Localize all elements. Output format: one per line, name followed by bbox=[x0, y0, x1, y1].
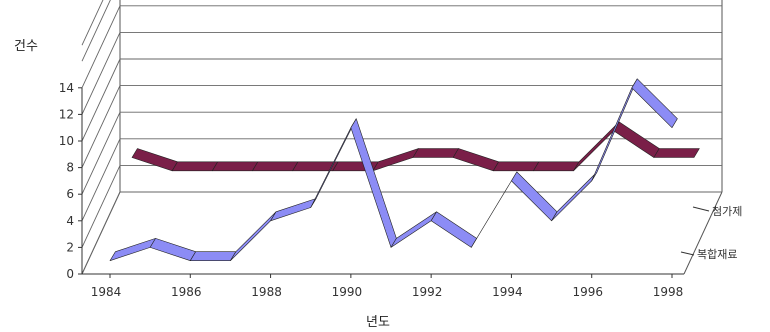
ribbon-segment-composite bbox=[430, 211, 477, 248]
series-additive-ribbon bbox=[131, 121, 700, 172]
grid-line bbox=[81, 191, 121, 275]
x-tick-label: 1998 bbox=[653, 285, 684, 299]
grid-line bbox=[81, 85, 121, 168]
ribbon-segment-composite bbox=[230, 211, 277, 261]
axes bbox=[81, 87, 684, 275]
y-tick-labels: 0 2 4 6 8 10 12 14 bbox=[59, 81, 82, 281]
grid-line bbox=[81, 58, 121, 142]
ribbon-segment-additive bbox=[171, 161, 218, 172]
ribbon-segment-additive bbox=[372, 148, 419, 172]
grid-line bbox=[81, 5, 121, 88]
ribbon-segment-composite bbox=[511, 171, 558, 222]
ribbon-segment-composite bbox=[390, 211, 437, 248]
ribbon-segment-additive bbox=[412, 148, 459, 158]
series-label-tick bbox=[680, 251, 695, 256]
x-tick-label: 1994 bbox=[492, 285, 523, 299]
ribbon-segment-composite bbox=[631, 78, 678, 128]
y-tick-label: 8 bbox=[66, 161, 74, 175]
x-axis-label: 년도 bbox=[366, 315, 390, 330]
series-label-additive: 첨가제 bbox=[712, 205, 742, 218]
x-tick-label: 1984 bbox=[91, 285, 122, 299]
x-tick-label: 1992 bbox=[412, 285, 443, 299]
ribbon-segment-composite bbox=[350, 118, 397, 248]
ribbon-segment-composite bbox=[149, 238, 196, 261]
series-label-tick bbox=[692, 206, 710, 212]
x-tick-label: 1996 bbox=[572, 285, 603, 299]
ribbon-segment-additive bbox=[452, 148, 499, 172]
y-tick-label: 4 bbox=[66, 214, 74, 228]
ribbon-segment-composite bbox=[470, 171, 518, 248]
ribbon-segment-additive bbox=[131, 148, 178, 172]
y-tick-label: 12 bbox=[59, 107, 74, 121]
series-composite-ribbon bbox=[109, 78, 678, 261]
ribbon-segment-additive bbox=[653, 148, 700, 158]
ribbon-segment-composite bbox=[109, 238, 156, 261]
ribbon-segment-composite bbox=[551, 171, 598, 222]
y-tick-label: 2 bbox=[66, 240, 74, 254]
grid-line bbox=[81, 112, 121, 195]
y-tick-label: 6 bbox=[66, 187, 74, 201]
grid-line bbox=[81, 32, 121, 115]
grid-line bbox=[81, 138, 121, 221]
x-tick-labels: 1984 1986 1988 1990 1992 1994 1996 1998 bbox=[91, 274, 684, 299]
y-tick-label: 0 bbox=[66, 267, 74, 281]
ribbon-segment-composite bbox=[270, 198, 317, 222]
ribbon-segment-additive bbox=[211, 161, 259, 172]
ribbon-segment-additive bbox=[533, 161, 580, 172]
grid-line bbox=[81, 0, 104, 46]
ribbon-segment-composite bbox=[189, 251, 237, 261]
floor-right-edge bbox=[683, 191, 723, 275]
x-tick-label: 1986 bbox=[171, 285, 202, 299]
x-tick-label: 1990 bbox=[332, 285, 363, 299]
ribbon-segment-additive bbox=[252, 161, 299, 172]
series-label-composite: 복합재료 bbox=[697, 248, 737, 261]
x-tick-label: 1988 bbox=[251, 285, 282, 299]
grid-line bbox=[81, 165, 121, 248]
ribbon-segment-additive bbox=[573, 121, 620, 172]
ribbon-segment-additive bbox=[613, 121, 660, 158]
ribbon-segment-additive bbox=[492, 161, 540, 172]
y-axis-label: 건수 bbox=[14, 39, 38, 54]
y-tick-label: 14 bbox=[59, 81, 74, 95]
y-tick-label: 10 bbox=[59, 134, 74, 148]
grid-line bbox=[81, 0, 111, 62]
